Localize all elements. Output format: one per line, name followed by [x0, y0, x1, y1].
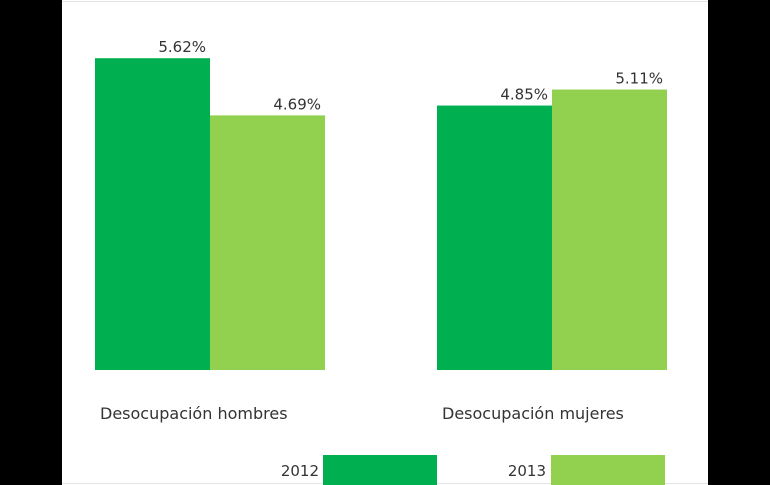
data-label: 4.69%	[273, 95, 321, 113]
bar-2012-2	[437, 105, 552, 371]
legend-label: 2013	[508, 462, 546, 480]
bar-2013-2	[552, 89, 667, 370]
bar-2012-1	[95, 58, 210, 370]
category-label: Desocupación mujeres	[442, 404, 624, 423]
bar-2013-1	[210, 115, 325, 370]
top-divider	[62, 1, 708, 2]
data-label: 5.11%	[615, 70, 663, 88]
category-label: Desocupación hombres	[100, 404, 288, 423]
legend-swatch-2012	[323, 455, 437, 485]
data-label: 5.62%	[158, 38, 206, 56]
legend-swatch-2013	[551, 455, 665, 485]
data-label: 4.85%	[500, 86, 548, 104]
legend-label: 2012	[281, 462, 319, 480]
